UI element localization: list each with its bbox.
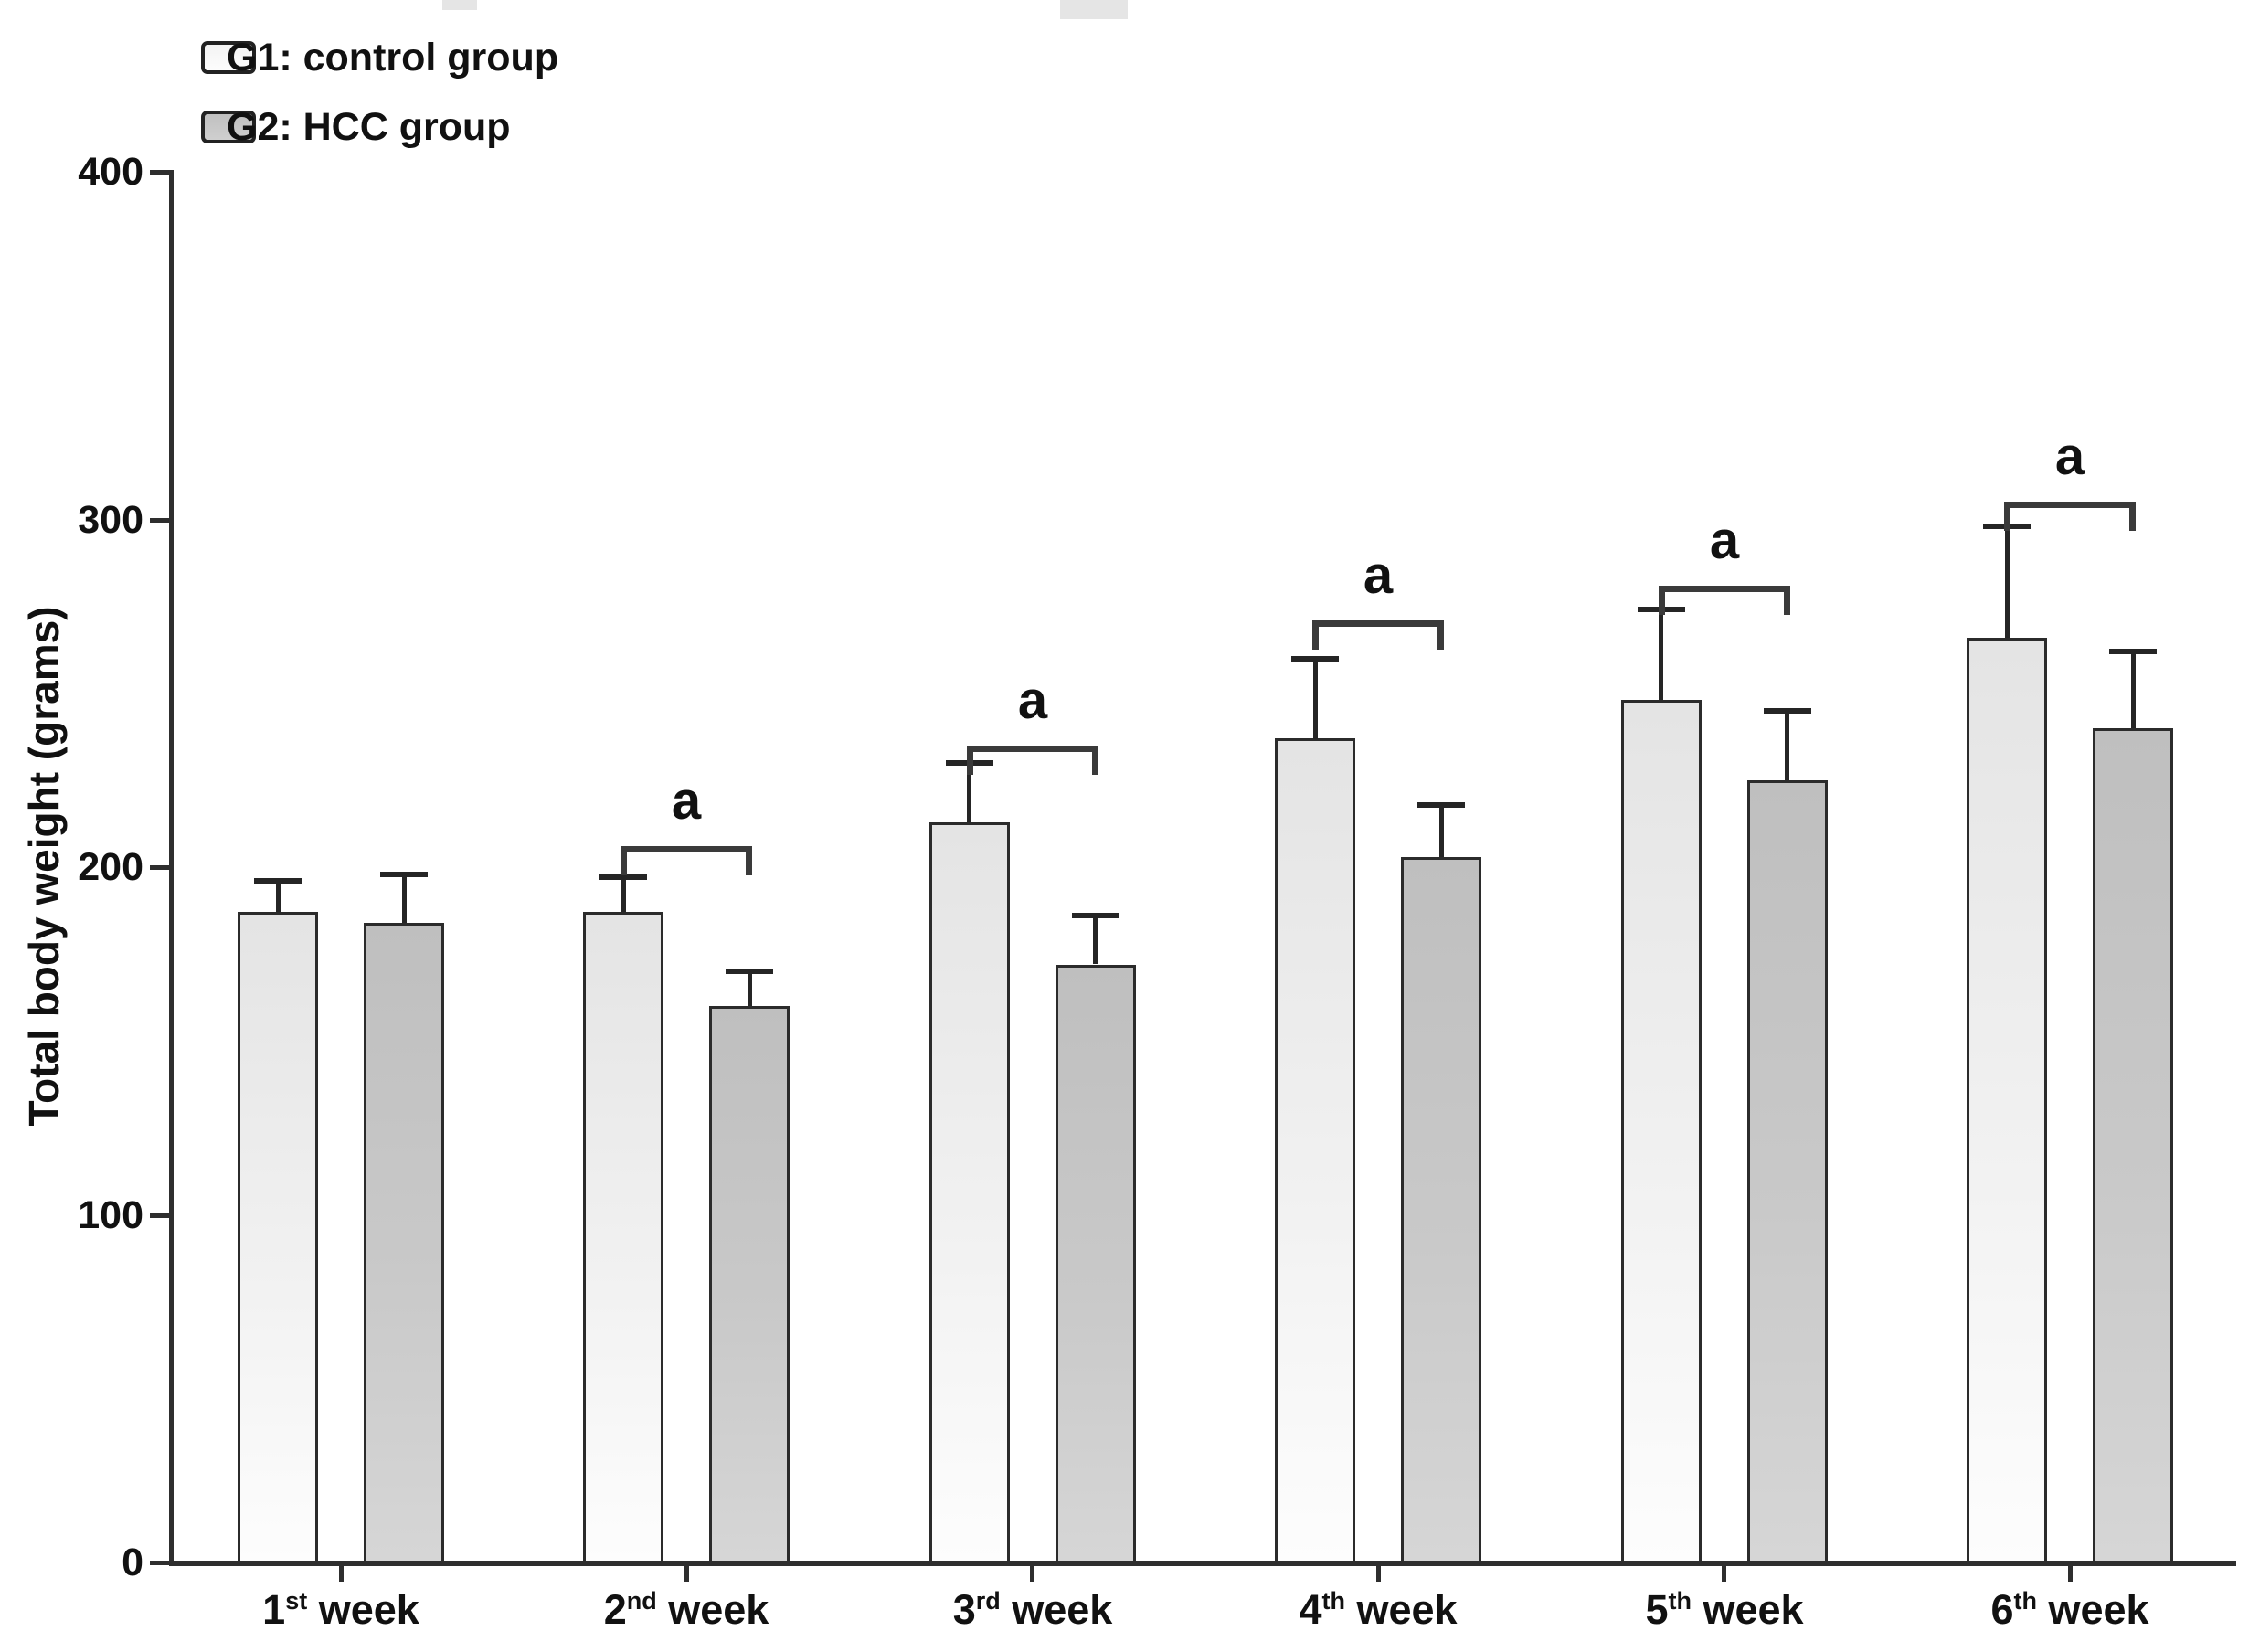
x-label-number: 3 bbox=[952, 1586, 976, 1633]
legend-swatch-g2 bbox=[201, 111, 256, 143]
jpeg-artifact bbox=[1060, 0, 1128, 19]
sig-label-week2: a bbox=[671, 771, 702, 831]
x-label-word: week bbox=[1344, 1586, 1458, 1633]
errorbar-stem-g1-week5 bbox=[1659, 609, 1663, 700]
x-tick-week2 bbox=[684, 1566, 689, 1582]
errorbar-stem-g2-week4 bbox=[1439, 805, 1444, 857]
legend-label-g1: G1: control group bbox=[227, 35, 559, 79]
y-tick-label-400: 400 bbox=[78, 150, 143, 194]
sig-bracket-week4 bbox=[1312, 620, 1444, 650]
y-tick-label-0: 0 bbox=[122, 1541, 143, 1584]
legend-label-g2: G2: HCC group bbox=[227, 104, 511, 149]
legend: G1: control group G2: HCC group bbox=[201, 35, 749, 174]
x-axis-line bbox=[169, 1561, 2236, 1566]
bar-g1-week3 bbox=[929, 822, 1010, 1564]
errorbar-stem-g1-week6 bbox=[2005, 526, 2010, 638]
sig-label-week3: a bbox=[1017, 671, 1048, 730]
bar-g1-week4 bbox=[1275, 738, 1355, 1564]
y-tick-200 bbox=[150, 865, 169, 870]
x-tick-label-week5: 5th week bbox=[1569, 1586, 1880, 1634]
errorbar-stem-g2-week3 bbox=[1093, 916, 1098, 964]
y-tick-label-100: 100 bbox=[78, 1193, 143, 1237]
errorbar-cap-g2-week2 bbox=[726, 969, 773, 974]
x-label-ordinal: th bbox=[2013, 1587, 2037, 1615]
bar-g1-week1 bbox=[238, 912, 318, 1564]
x-label-word: week bbox=[656, 1586, 769, 1633]
x-label-word: week bbox=[307, 1586, 419, 1633]
sig-bracket-week3 bbox=[967, 746, 1098, 775]
errorbar-stem-g2-week5 bbox=[1785, 711, 1789, 780]
x-tick-label-week6: 6th week bbox=[1915, 1586, 2225, 1634]
x-label-number: 4 bbox=[1299, 1586, 1322, 1633]
bar-g2-week4 bbox=[1401, 857, 1481, 1564]
x-tick-week3 bbox=[1030, 1566, 1034, 1582]
x-label-ordinal: th bbox=[1668, 1587, 1692, 1615]
sig-label-week6: a bbox=[2054, 427, 2085, 486]
errorbar-stem-g1-week2 bbox=[621, 877, 626, 912]
y-tick-100 bbox=[150, 1213, 169, 1218]
x-tick-label-week2: 2nd week bbox=[531, 1586, 842, 1634]
x-label-number: 1 bbox=[262, 1586, 286, 1633]
jpeg-artifact bbox=[442, 0, 477, 10]
y-tick-0 bbox=[150, 1561, 169, 1565]
x-label-ordinal: nd bbox=[626, 1587, 657, 1615]
errorbar-cap-g2-week6 bbox=[2109, 649, 2157, 654]
bar-g2-week2 bbox=[709, 1006, 790, 1564]
errorbar-cap-g2-week3 bbox=[1072, 913, 1119, 918]
y-tick-300 bbox=[150, 518, 169, 523]
errorbar-stem-g2-week1 bbox=[402, 874, 407, 923]
bar-g2-week3 bbox=[1056, 965, 1136, 1564]
y-tick-400 bbox=[150, 170, 169, 175]
y-tick-label-200: 200 bbox=[78, 845, 143, 889]
x-tick-week6 bbox=[2068, 1566, 2073, 1582]
x-label-number: 2 bbox=[603, 1586, 627, 1633]
sig-bracket-week5 bbox=[1659, 586, 1790, 615]
errorbar-stem-g2-week6 bbox=[2131, 651, 2136, 728]
y-axis-line bbox=[169, 170, 174, 1566]
x-label-ordinal: th bbox=[1321, 1587, 1345, 1615]
sig-label-week4: a bbox=[1363, 545, 1394, 605]
legend-swatch-g1 bbox=[201, 41, 256, 74]
x-tick-week1 bbox=[339, 1566, 344, 1582]
errorbar-cap-g1-week2 bbox=[599, 874, 647, 880]
x-label-number: 6 bbox=[1990, 1586, 2014, 1633]
bar-g2-week5 bbox=[1747, 780, 1828, 1564]
errorbar-cap-g1-week1 bbox=[254, 878, 302, 884]
errorbar-cap-g2-week1 bbox=[380, 872, 428, 877]
errorbar-stem-g1-week1 bbox=[276, 881, 281, 912]
x-label-word: week bbox=[1691, 1586, 1804, 1633]
errorbar-cap-g2-week4 bbox=[1417, 802, 1465, 808]
y-tick-label-300: 300 bbox=[78, 498, 143, 542]
x-label-number: 5 bbox=[1645, 1586, 1669, 1633]
x-tick-week5 bbox=[1722, 1566, 1726, 1582]
sig-label-week5: a bbox=[1709, 511, 1740, 570]
bar-g1-week2 bbox=[583, 912, 663, 1564]
sig-bracket-week2 bbox=[621, 846, 752, 875]
bar-g1-week6 bbox=[1967, 638, 2047, 1564]
sig-bracket-week6 bbox=[2004, 502, 2136, 531]
errorbar-stem-g2-week2 bbox=[748, 971, 752, 1006]
errorbar-cap-g1-week4 bbox=[1291, 656, 1339, 662]
x-label-word: week bbox=[2036, 1586, 2149, 1633]
x-tick-label-week1: 1st week bbox=[186, 1586, 496, 1634]
x-tick-week4 bbox=[1376, 1566, 1381, 1582]
bar-g1-week5 bbox=[1621, 700, 1702, 1564]
x-label-ordinal: st bbox=[285, 1587, 308, 1615]
x-label-ordinal: rd bbox=[975, 1587, 1001, 1615]
x-label-word: week bbox=[1000, 1586, 1113, 1633]
x-tick-label-week4: 4th week bbox=[1223, 1586, 1533, 1634]
errorbar-stem-g1-week4 bbox=[1313, 659, 1318, 739]
x-tick-label-week3: 3rd week bbox=[877, 1586, 1188, 1634]
errorbar-cap-g2-week5 bbox=[1764, 708, 1811, 714]
bar-g2-week6 bbox=[2093, 728, 2173, 1564]
bar-g2-week1 bbox=[364, 923, 444, 1564]
errorbar-stem-g1-week3 bbox=[967, 763, 971, 822]
